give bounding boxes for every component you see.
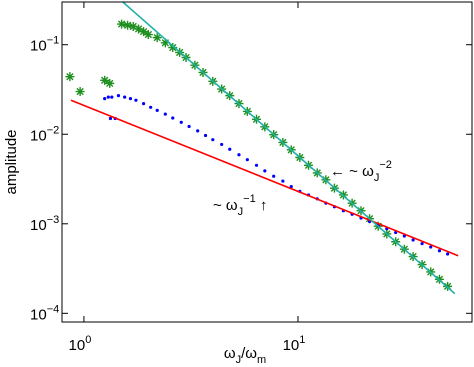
text-part: −1: [243, 193, 256, 205]
dot-marker: [187, 124, 191, 129]
text-part: ↑: [256, 197, 268, 214]
dot-marker: [128, 97, 133, 101]
dot-marker: [228, 147, 232, 151]
asterisk-marker: [100, 75, 110, 85]
dot-marker: [155, 108, 159, 112]
dot-marker: [163, 112, 167, 116]
asterisk-marker: [160, 38, 170, 48]
annotation: ~ ωJ−1 ↑: [213, 193, 267, 218]
text-part: m: [257, 354, 266, 366]
dot-marker: [237, 153, 241, 157]
dot-marker: [171, 116, 175, 120]
asterisk-marker: [117, 19, 127, 29]
dot-marker: [272, 174, 276, 178]
x-tick-label: 100: [69, 334, 92, 354]
tick-exponent: −2: [47, 124, 60, 136]
dot-marker: [123, 95, 127, 99]
dot-marker: [420, 242, 424, 246]
tick-base: 10: [30, 38, 47, 55]
dot-marker: [220, 142, 224, 147]
tick-base: 10: [30, 127, 47, 144]
dot-marker: [103, 97, 107, 101]
tick-exponent: 0: [85, 334, 91, 346]
dot-marker: [110, 95, 114, 99]
x-tick-label: 101: [283, 334, 306, 354]
dot-marker: [289, 185, 293, 189]
tick-exponent: −1: [47, 35, 60, 47]
dot-marker: [203, 133, 208, 138]
dot-marker: [196, 129, 200, 133]
text-part: J: [374, 172, 380, 184]
dot-marker: [134, 98, 138, 102]
dot-marker: [429, 245, 433, 249]
asterisk-marker: [134, 24, 144, 34]
asterisk-marker: [139, 27, 149, 37]
dot-marker: [254, 163, 259, 167]
text-part: −2: [379, 159, 392, 171]
dot-marker: [245, 158, 249, 162]
asterisk-marker: [105, 78, 115, 88]
text-part: ω: [224, 345, 236, 362]
asterisk-marker: [152, 33, 162, 43]
annotation: ← ~ ωJ−2: [330, 159, 392, 184]
fit-line: [70, 99, 459, 257]
axes-frame: [61, 1, 473, 323]
text-part: J: [236, 354, 242, 366]
text-part: /ω: [241, 345, 257, 362]
tick-exponent: 1: [299, 334, 305, 346]
asterisk-marker: [168, 43, 178, 53]
dot-marker: [108, 116, 113, 121]
text-part: ← ~ ω: [330, 163, 374, 180]
dot-marker: [411, 238, 415, 242]
text-part: J: [238, 206, 244, 218]
y-tick-label: 10−3: [30, 214, 59, 234]
asterisk-marker: [128, 21, 138, 31]
tick-base: 10: [30, 217, 47, 234]
x-axis-label: ωJ/ωm: [224, 345, 266, 366]
text-part: ~ ω: [213, 197, 238, 214]
dot-marker: [446, 252, 450, 256]
dot-marker: [263, 169, 267, 173]
tick-exponent: −3: [47, 214, 60, 226]
asterisk-marker: [65, 72, 75, 82]
dot-marker: [211, 138, 215, 142]
tick-base: 10: [69, 337, 86, 354]
dot-marker: [116, 94, 121, 98]
tick-base: 10: [283, 337, 300, 354]
dot-marker: [106, 95, 110, 99]
tick-base: 10: [30, 306, 47, 323]
tick-exponent: −4: [47, 303, 60, 315]
fit-line: [122, 1, 456, 295]
y-tick-label: 10−2: [30, 124, 59, 144]
dot-marker: [149, 105, 153, 109]
dot-marker: [437, 249, 442, 253]
asterisk-marker: [75, 87, 85, 97]
y-axis-label: amplitude: [3, 129, 20, 194]
asterisk-marker: [123, 20, 133, 30]
dot-marker: [281, 179, 285, 183]
asterisk-marker: [143, 30, 153, 40]
y-tick-label: 10−4: [30, 303, 59, 323]
dot-marker: [179, 120, 183, 124]
y-tick-label: 10−1: [30, 35, 59, 55]
dot-marker: [141, 101, 146, 106]
